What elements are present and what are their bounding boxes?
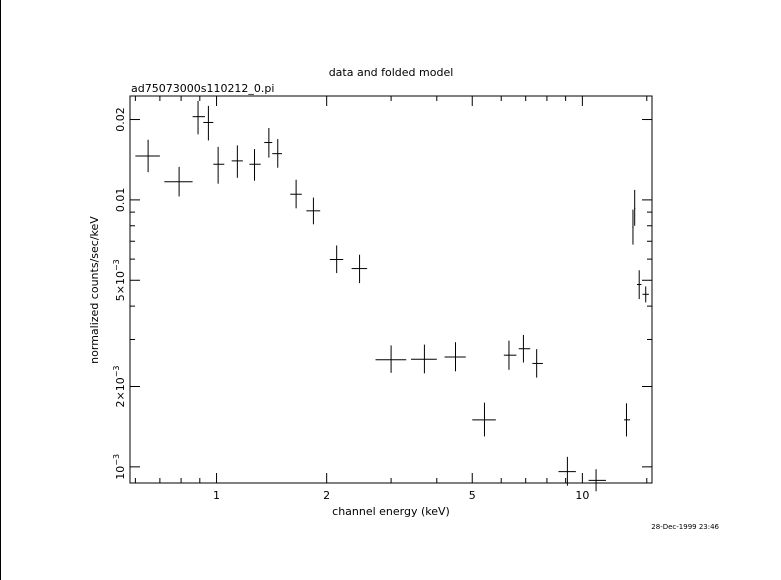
data-point (634, 189, 636, 226)
data-point (410, 344, 437, 374)
y-axis-label: normalized counts/sec/keV (88, 216, 101, 364)
y-tick-label: 5×10−3 (112, 259, 127, 301)
data-point (444, 342, 466, 372)
data-point (472, 402, 496, 437)
data-point (558, 456, 576, 486)
plot-frame (129, 95, 653, 484)
data-point (588, 469, 606, 492)
x-tick-label: 1 (213, 489, 220, 502)
data-point (290, 179, 302, 209)
x-tick-labels: 1 2 5 10 (213, 489, 589, 502)
data-point (632, 209, 634, 245)
y-tick-label: 10−3 (112, 454, 127, 480)
axis-ticks (130, 96, 652, 483)
data-point (192, 100, 206, 135)
data-points (135, 100, 649, 492)
data-point (532, 349, 543, 378)
x-axis-label: channel energy (keV) (332, 505, 450, 518)
data-point (264, 127, 273, 158)
data-point (272, 139, 283, 168)
data-point (164, 166, 193, 197)
y-tick-label: 2×10−3 (112, 365, 127, 407)
data-point (351, 254, 368, 284)
data-point (503, 340, 517, 370)
chart-title: data and folded model (329, 66, 454, 79)
data-point (329, 245, 344, 274)
data-point (624, 403, 631, 437)
data-point (636, 270, 642, 300)
data-point (213, 146, 225, 184)
y-tick-label: 0.02 (114, 107, 127, 132)
y-tick-label: 0.01 (114, 188, 127, 213)
x-tick-label: 5 (469, 489, 476, 502)
chart-subtitle: ad75073000s110212_0.pi (131, 82, 274, 95)
data-point (642, 286, 649, 303)
timestamp: 28-Dec-1999 23:46 (651, 523, 719, 531)
data-point (135, 139, 160, 173)
x-tick-label: 2 (323, 489, 330, 502)
window-edge (0, 0, 1, 580)
data-point (518, 334, 531, 363)
data-point (203, 105, 214, 141)
data-point (231, 145, 243, 178)
data-point (306, 197, 321, 225)
data-point (375, 345, 407, 373)
data-point (249, 149, 261, 181)
x-tick-label: 10 (575, 489, 589, 502)
y-tick-labels: 10−3 2×10−3 5×10−3 0.01 0.02 (112, 107, 127, 479)
